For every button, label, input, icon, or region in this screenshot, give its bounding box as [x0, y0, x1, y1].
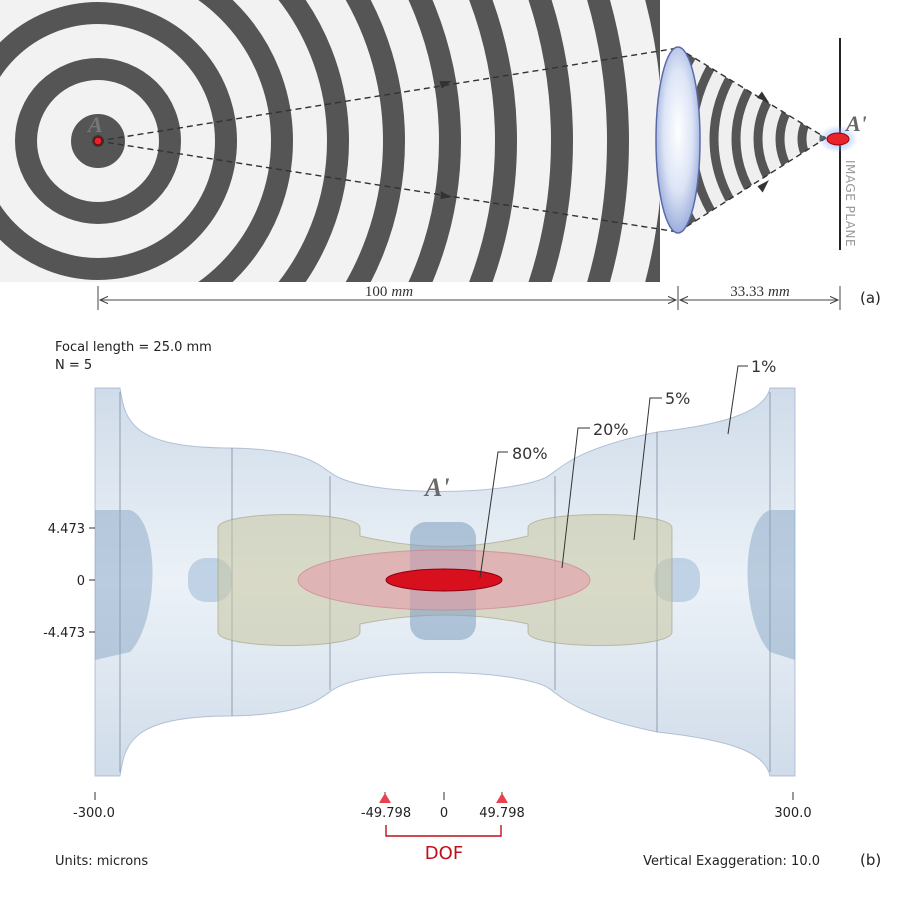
- f-number-text: N = 5: [55, 358, 92, 373]
- focus-label: A': [423, 473, 450, 502]
- ray-lower: [97, 140, 679, 233]
- wavefront-ring: [753, 54, 826, 224]
- side-lobe-right: [747, 510, 795, 660]
- wavefront-ring: [408, 0, 461, 282]
- focal-length-text: Focal length = 25.0 mm: [55, 340, 212, 355]
- wavefront-ring: [198, 0, 293, 282]
- y-axis: 4.473 0 -4.473: [43, 522, 95, 641]
- x-tick-label: 300.0: [774, 806, 811, 821]
- ray-converge-upper: [677, 47, 827, 139]
- wavefront-ring: [278, 0, 349, 282]
- arrow-icon: [439, 80, 452, 89]
- leader-20: [561, 427, 590, 569]
- dof-marker-right-icon: [496, 793, 508, 803]
- wavefront-ring: [797, 98, 826, 180]
- wavefront-ring: [71, 114, 125, 168]
- wavefront-ring: [15, 58, 181, 224]
- ray-upper: [97, 47, 679, 142]
- leader-1: [727, 365, 748, 435]
- object-distance-label: 100 mm: [365, 284, 413, 300]
- y-tick-label: -4.473: [43, 626, 85, 641]
- side-lobe-left: [95, 510, 153, 660]
- y-tick-label: 0: [77, 574, 85, 589]
- contour-label-5: 5%: [665, 389, 690, 408]
- image-label: A': [844, 111, 867, 136]
- y-tick-label: 4.473: [48, 522, 85, 537]
- ray-lines: [97, 47, 827, 233]
- wavefront-ring: [586, 0, 629, 282]
- wavefront-ring: [0, 2, 237, 280]
- image-point: [826, 132, 850, 146]
- wavefront-ring: [775, 76, 826, 202]
- wavefront-ring: [709, 48, 826, 232]
- arrow-icon: [757, 180, 769, 193]
- wavefront-ring: [528, 0, 573, 282]
- image-distance-label: 33.33 mm: [730, 284, 790, 300]
- wavefront-ring: [469, 0, 517, 282]
- dim-label-bg: [716, 283, 804, 299]
- spherical-wavefronts: [0, 0, 660, 282]
- contour-label-80: 80%: [512, 444, 548, 463]
- x-tick-label: 49.798: [479, 806, 525, 821]
- wavefront-ring: [345, 0, 405, 282]
- volume-80-percent: [385, 568, 503, 592]
- arrow-icon: [756, 91, 770, 103]
- exaggeration-text: Vertical Exaggeration: 10.0: [643, 854, 820, 869]
- x-tick-label: -49.798: [361, 806, 411, 821]
- panel-a: IMAGE PLANE A A' 100 mm 33.33 mm (a): [0, 0, 881, 310]
- x-tick-label: -300.0: [73, 806, 115, 821]
- x-axis: -300.0 -49.798 0 49.798 300.0: [73, 792, 812, 821]
- contour-label-20: 20%: [593, 420, 629, 439]
- dof-bracket: [385, 825, 502, 837]
- wavefront-ring: [731, 48, 826, 232]
- panel-a-label: (a): [860, 289, 881, 307]
- arrow-icon: [440, 191, 452, 200]
- panel-b: Focal length = 25.0 mm N = 5 A': [43, 340, 881, 869]
- panel-b-label: (b): [860, 851, 881, 869]
- leader-lines: [479, 365, 748, 579]
- dof-marker-left-icon: [379, 793, 391, 803]
- dimension-lines: [97, 286, 841, 310]
- contour-label-1: 1%: [751, 357, 776, 376]
- lens: [655, 46, 701, 234]
- source-label: A: [86, 112, 103, 137]
- leader-5: [633, 397, 662, 541]
- ray-arrows: [439, 80, 770, 200]
- units-text: Units: microns: [55, 854, 148, 869]
- leader-80: [479, 451, 508, 579]
- dof-label: DOF: [425, 843, 463, 864]
- image-plane-label: IMAGE PLANE: [843, 160, 857, 247]
- x-tick-label: 0: [440, 806, 448, 821]
- dim-label-bg: [352, 283, 426, 299]
- source-point: [93, 136, 103, 146]
